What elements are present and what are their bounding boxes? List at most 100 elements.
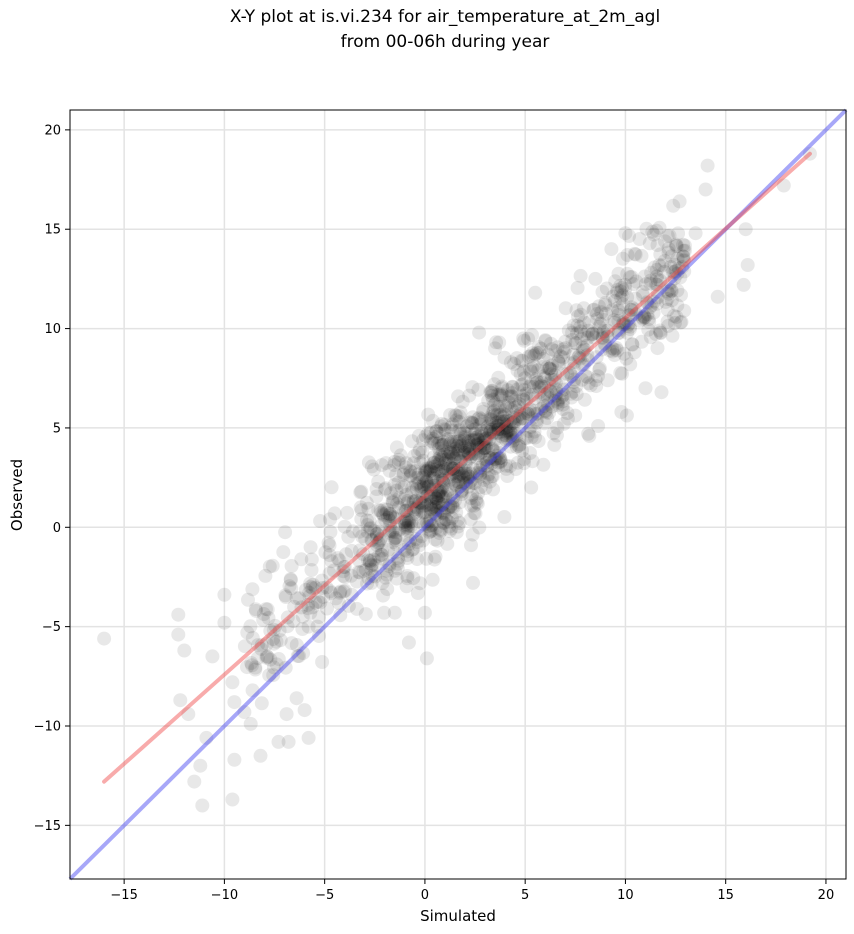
data-point <box>610 283 625 297</box>
data-point <box>479 434 494 449</box>
data-point <box>607 315 622 330</box>
data-point <box>667 257 682 272</box>
data-point <box>548 375 563 390</box>
data-point <box>420 516 435 531</box>
data-point <box>564 390 579 405</box>
data-point <box>294 552 309 567</box>
data-point <box>362 513 377 528</box>
data-point <box>304 552 319 567</box>
data-point <box>577 315 591 330</box>
data-point <box>592 362 607 377</box>
data-point <box>510 409 525 424</box>
data-point <box>487 377 502 392</box>
data-point <box>489 426 504 440</box>
data-point <box>436 515 451 530</box>
data-point <box>556 387 571 402</box>
data-point <box>378 481 393 496</box>
data-point <box>592 361 607 376</box>
data-point <box>434 523 449 538</box>
data-point <box>412 495 426 510</box>
data-point <box>364 459 379 474</box>
data-point <box>386 492 401 506</box>
data-point <box>262 559 277 574</box>
data-point <box>374 458 389 473</box>
data-point <box>547 373 562 387</box>
data-point <box>471 486 486 501</box>
data-point <box>577 328 592 342</box>
data-point <box>611 314 626 329</box>
data-point <box>432 426 447 441</box>
data-point <box>558 301 573 316</box>
data-point <box>546 426 561 441</box>
data-point <box>471 382 486 397</box>
data-point <box>460 438 475 453</box>
data-point <box>289 638 304 652</box>
data-point <box>454 484 469 499</box>
data-point <box>676 253 691 268</box>
data-point <box>417 505 432 520</box>
data-point <box>254 641 269 656</box>
data-point <box>409 481 424 496</box>
data-point <box>409 500 424 515</box>
data-point <box>463 474 478 489</box>
data-point <box>440 461 455 476</box>
data-point <box>543 384 558 399</box>
data-point <box>454 438 469 453</box>
data-point <box>382 463 397 478</box>
data-point <box>447 466 462 480</box>
data-point <box>431 488 446 503</box>
data-point <box>245 658 259 673</box>
data-point <box>521 406 536 421</box>
data-point <box>500 423 515 438</box>
data-point <box>566 361 581 376</box>
data-point <box>508 400 523 415</box>
data-point <box>740 258 755 272</box>
data-point <box>653 247 668 262</box>
data-point <box>382 559 397 574</box>
data-point <box>599 281 614 296</box>
data-point <box>490 387 505 402</box>
data-point <box>534 379 549 394</box>
data-point <box>623 357 638 372</box>
data-point <box>303 579 318 594</box>
data-point <box>571 350 586 365</box>
data-point <box>525 388 540 402</box>
data-point <box>436 506 451 520</box>
data-point <box>456 470 471 485</box>
data-point <box>462 388 477 403</box>
data-point <box>422 461 437 476</box>
data-point <box>488 341 503 356</box>
data-point <box>360 524 375 539</box>
data-point <box>545 399 560 414</box>
data-point <box>620 266 635 281</box>
data-point <box>460 466 475 481</box>
data-point <box>542 405 557 420</box>
data-point <box>217 587 232 602</box>
data-point <box>450 465 465 480</box>
data-point <box>388 510 402 525</box>
data-point <box>494 389 509 403</box>
data-point <box>398 520 413 535</box>
data-point <box>424 434 439 448</box>
data-point <box>415 496 430 511</box>
data-point <box>624 303 639 318</box>
y-tick-label: 20 <box>44 123 61 138</box>
data-point <box>615 280 629 295</box>
data-point <box>387 478 402 492</box>
data-point <box>480 430 495 445</box>
data-point <box>472 410 487 425</box>
data-point <box>319 580 334 595</box>
data-point <box>401 513 416 527</box>
data-point <box>481 443 496 458</box>
data-point <box>427 455 441 470</box>
data-point <box>415 533 430 548</box>
data-point <box>245 683 260 698</box>
data-point <box>564 369 579 384</box>
data-point <box>449 463 464 478</box>
data-point <box>469 430 484 445</box>
data-point <box>802 146 817 161</box>
data-point <box>385 494 400 509</box>
data-point <box>550 340 565 355</box>
data-point <box>647 294 662 309</box>
data-point <box>462 451 477 466</box>
